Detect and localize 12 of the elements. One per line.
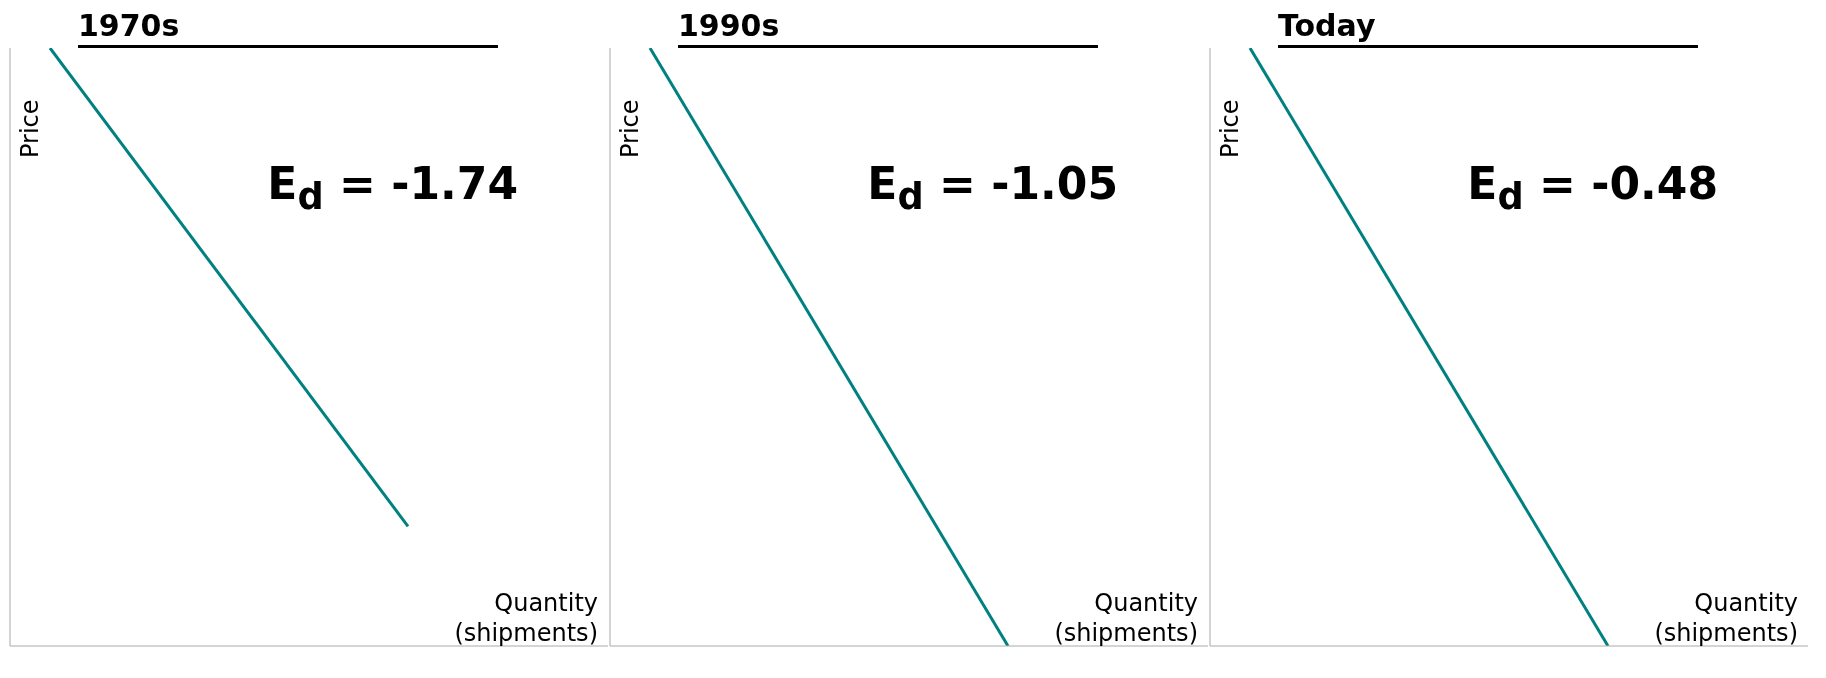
chart-title: Today — [1278, 8, 1698, 48]
x-axis-title: Quantity (shipments) — [453, 588, 598, 648]
y-axis-title: Price — [1216, 99, 1244, 158]
x-axis-title: Quantity (shipments) — [1653, 588, 1798, 648]
annotation: E$_{d}$ = -1.74 — [267, 158, 518, 218]
annotation: E$_{d}$ = -0.48 — [1467, 158, 1718, 218]
y-axis-title: Price — [16, 99, 44, 158]
y-axis-title: Price — [616, 99, 644, 158]
annotation: E$_{d}$ = -1.05 — [867, 158, 1118, 218]
chart-title: 1970s — [78, 8, 498, 48]
x-axis-title: Quantity (shipments) — [1053, 588, 1198, 648]
chart-title: 1990s — [678, 8, 1098, 48]
